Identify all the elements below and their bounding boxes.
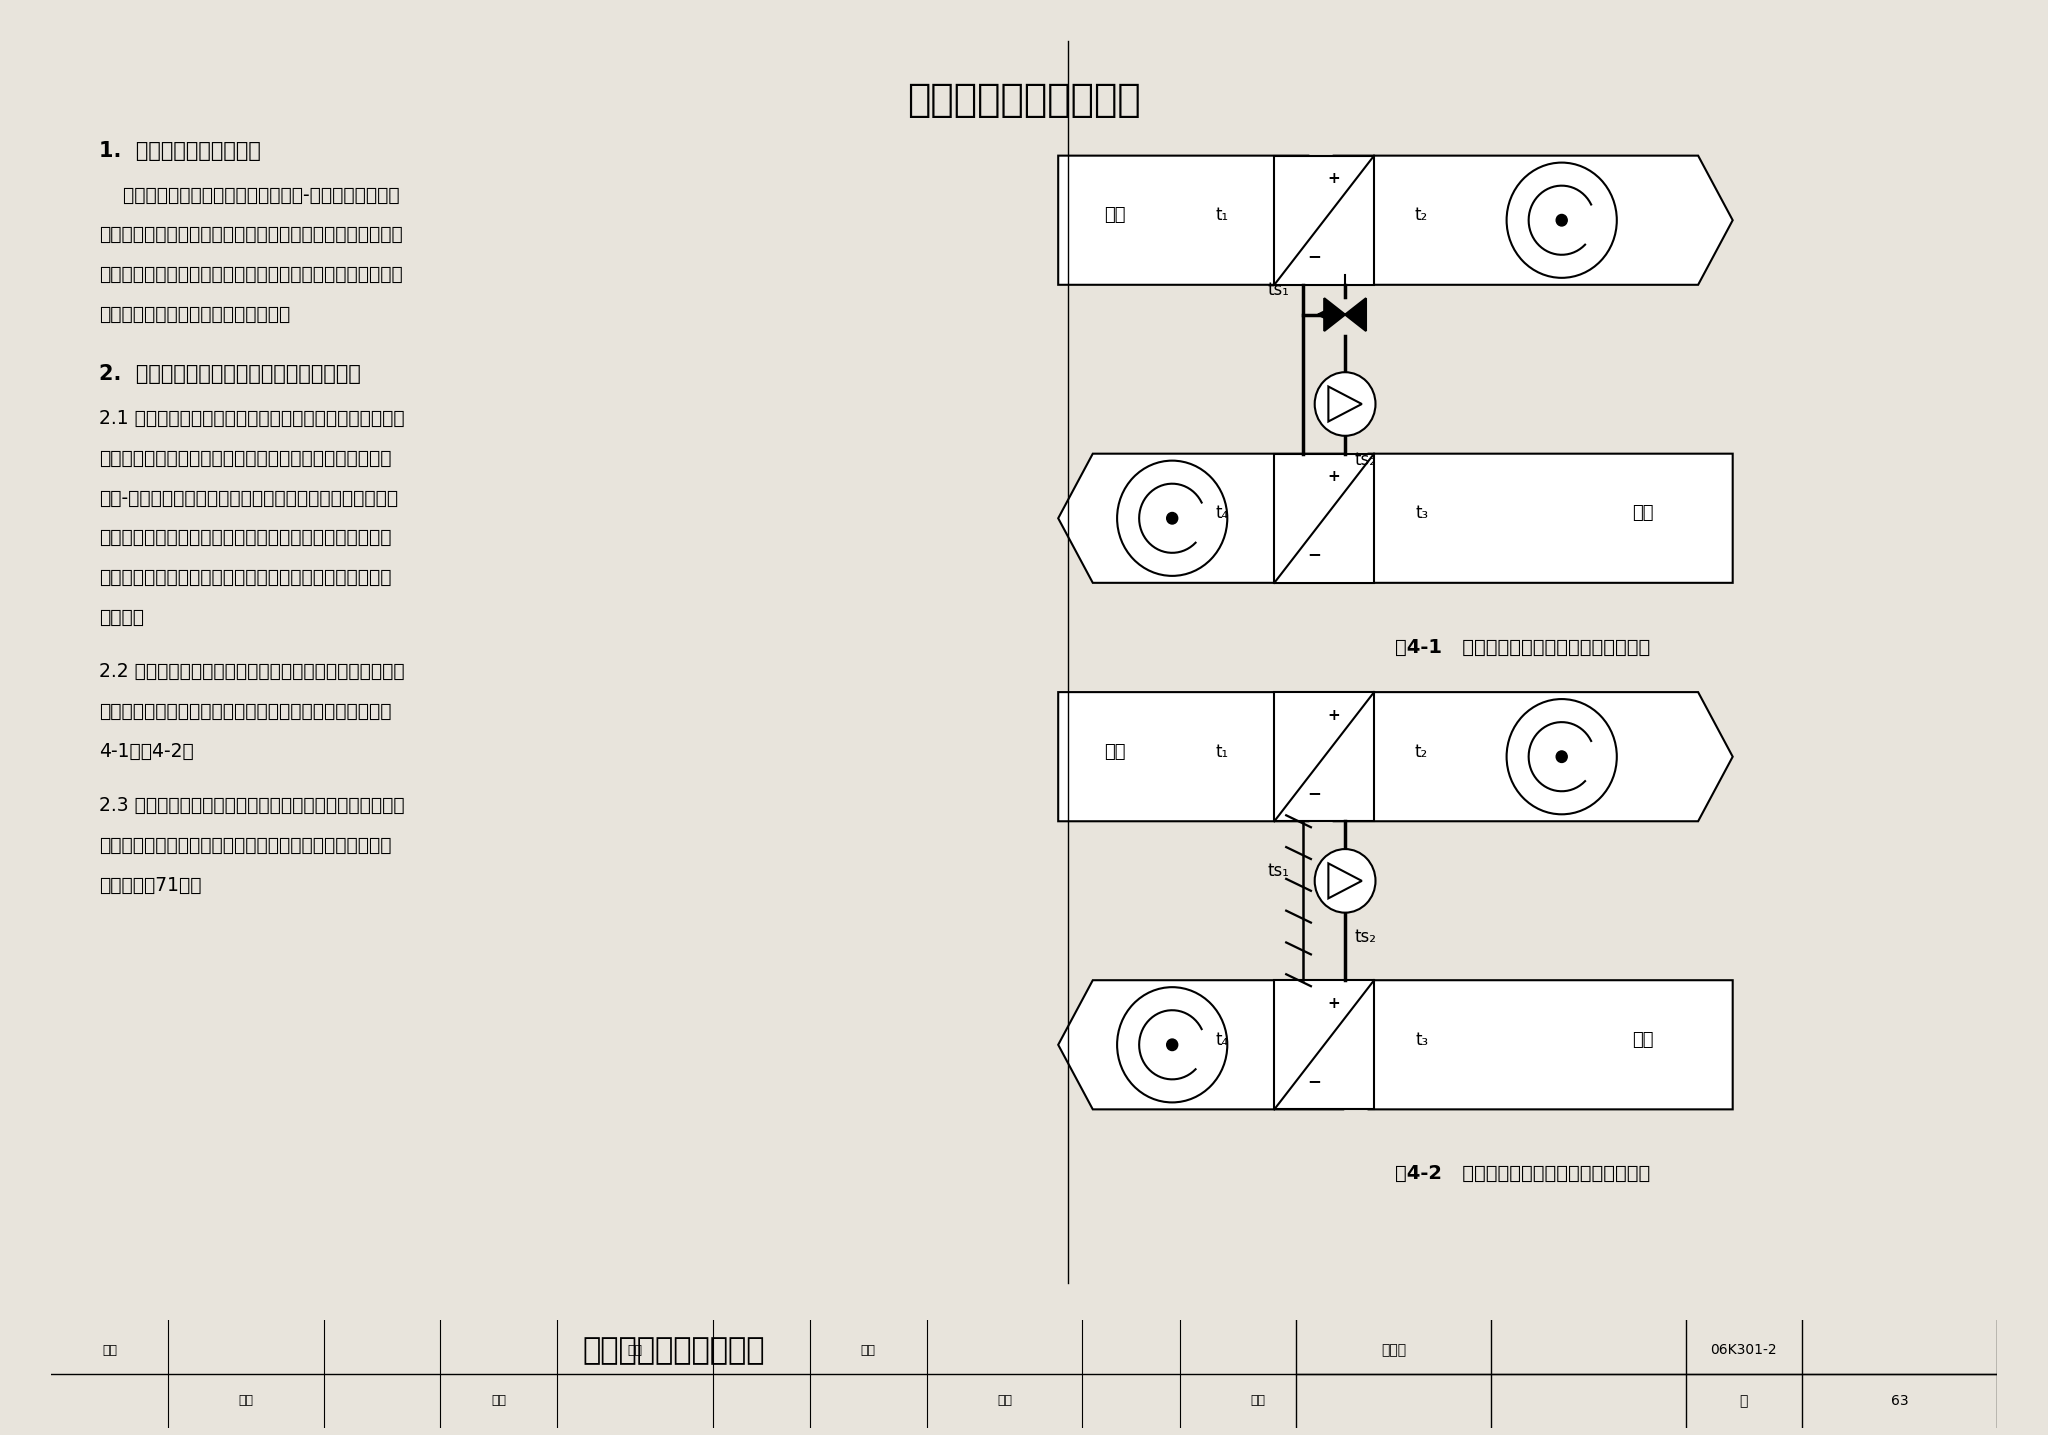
Text: ts₁: ts₁ — [1268, 862, 1288, 880]
Text: 在系统的排风和新风管上分别设置水-空气换热器，通过: 在系统的排风和新风管上分别设置水-空气换热器，通过 — [98, 185, 399, 204]
Text: 醇）。乙二醇水溶液的质量百分比可视当地冬季最低室外温: 醇）。乙二醇水溶液的质量百分比可视当地冬季最低室外温 — [98, 568, 391, 587]
Text: 换热器和密闭式膨胀罐组成。换热器的结构与换热机理与一: 换热器和密闭式膨胀罐组成。换热器的结构与换热机理与一 — [98, 449, 391, 468]
Text: +: + — [1327, 996, 1341, 1010]
Text: −: − — [1307, 1072, 1321, 1091]
Text: 排风: 排风 — [1632, 1030, 1653, 1049]
Bar — [1274, 155, 1374, 284]
Text: t₂: t₂ — [1415, 743, 1427, 761]
Polygon shape — [1346, 298, 1366, 331]
Text: 4-1、图4-2。: 4-1、图4-2。 — [98, 742, 193, 761]
Bar — [1274, 980, 1374, 1109]
Text: 液体循环式热回收说明: 液体循环式热回收说明 — [582, 1336, 766, 1365]
Circle shape — [1167, 512, 1178, 524]
Polygon shape — [1325, 298, 1346, 331]
Text: 校对: 校对 — [492, 1395, 506, 1408]
Circle shape — [1315, 372, 1376, 436]
Text: 上诗: 上诗 — [1249, 1395, 1266, 1408]
Text: +: + — [1327, 171, 1341, 187]
Text: +: + — [1327, 707, 1341, 723]
Circle shape — [1507, 699, 1616, 814]
Text: t₄: t₄ — [1217, 1030, 1229, 1049]
Circle shape — [1167, 1039, 1178, 1050]
Text: 图集号: 图集号 — [1380, 1343, 1407, 1358]
Polygon shape — [1059, 453, 1343, 583]
Text: 一种是带风量调节装置的液体循环式热回收装置，具体见图: 一种是带风量调节装置的液体循环式热回收装置，具体见图 — [98, 702, 391, 720]
Text: −: − — [1307, 247, 1321, 265]
Text: 其装置被称为液体循环式热回收装置。: 其装置被称为液体循环式热回收装置。 — [98, 304, 291, 324]
Text: t₂: t₂ — [1415, 207, 1427, 224]
Text: 一对多、多对一和多对多形式的液体循环式热回收装置，详: 一对多、多对一和多对多形式的液体循环式热回收装置，详 — [98, 837, 391, 855]
Text: 2.  液体循环式热回收装置组成、分类及特点: 2. 液体循环式热回收装置组成、分类及特点 — [98, 364, 360, 385]
Text: 液体循环，将热量传递给新风或排风，从而预热或预冷新风。: 液体循环，将热量传递给新风或排风，从而预热或预冷新风。 — [98, 225, 403, 244]
Text: 见本图集第71页。: 见本图集第71页。 — [98, 875, 201, 895]
Text: 图4-1   带水量调节装置的液体循环式热回收: 图4-1 带水量调节装置的液体循环式热回收 — [1395, 637, 1651, 656]
Text: 新风: 新风 — [1104, 207, 1126, 224]
Text: 王谦: 王谦 — [997, 1395, 1012, 1408]
Circle shape — [1315, 850, 1376, 913]
Circle shape — [1556, 214, 1567, 225]
Text: 周敏: 周敏 — [627, 1343, 643, 1358]
Text: 图4-2   带风量调节装置的液体循环式热回收: 图4-2 带风量调节装置的液体循环式热回收 — [1395, 1164, 1651, 1182]
Text: ts₂: ts₂ — [1354, 927, 1376, 946]
Polygon shape — [1059, 692, 1343, 821]
Text: 液体循环式热回收说明: 液体循环式热回收说明 — [907, 82, 1141, 119]
Text: 2.2 从调节上划分有两种形式，一种是带水量调节装置，另: 2.2 从调节上划分有两种形式，一种是带水量调节装置，另 — [98, 663, 403, 682]
Text: t₁: t₁ — [1217, 743, 1229, 761]
Text: t₄: t₄ — [1217, 504, 1229, 522]
Text: +: + — [1327, 469, 1341, 484]
Text: ts₁: ts₁ — [1268, 281, 1288, 298]
Text: ts₂: ts₂ — [1354, 451, 1376, 469]
Text: −: − — [1307, 545, 1321, 564]
Text: t₁: t₁ — [1217, 207, 1229, 224]
Text: 季伟: 季伟 — [238, 1395, 254, 1408]
Text: t₃: t₃ — [1415, 1030, 1427, 1049]
Polygon shape — [1059, 155, 1343, 284]
Polygon shape — [1333, 692, 1733, 821]
Text: t₃: t₃ — [1415, 504, 1427, 522]
Text: 这种显热热回收称之为液体循环式热回收又称为中间热回收，: 这种显热热回收称之为液体循环式热回收又称为中间热回收， — [98, 265, 403, 284]
Polygon shape — [1333, 453, 1733, 583]
Text: 63: 63 — [1890, 1393, 1909, 1408]
Text: −: − — [1307, 784, 1321, 802]
Polygon shape — [1333, 980, 1733, 1109]
Polygon shape — [1059, 980, 1343, 1109]
Text: 1.  液体循环式热回收原理: 1. 液体循环式热回收原理 — [98, 141, 260, 161]
Text: 排风: 排风 — [1632, 504, 1653, 522]
Text: 般水-空气换热器相同。循环液体通常为水。为了降低水的冰: 般水-空气换热器相同。循环液体通常为水。为了降低水的冰 — [98, 488, 397, 508]
Text: 度而定。: 度而定。 — [98, 607, 143, 627]
Circle shape — [1556, 751, 1567, 762]
Text: 点，一般在水中加入一定比例的乙烯乙二醇溶液（简称乙二: 点，一般在水中加入一定比例的乙烯乙二醇溶液（简称乙二 — [98, 528, 391, 547]
Text: 审核: 审核 — [102, 1343, 117, 1358]
Text: 新风: 新风 — [1104, 743, 1126, 761]
Circle shape — [1116, 987, 1227, 1102]
Text: 页: 页 — [1739, 1393, 1749, 1408]
Circle shape — [1116, 461, 1227, 575]
Text: 2.1 液体循环式热回收装置是由循环泵，排风换热器，新风: 2.1 液体循环式热回收装置是由循环泵，排风换热器，新风 — [98, 409, 403, 428]
Text: 06K301-2: 06K301-2 — [1710, 1343, 1778, 1358]
Text: 2.3 从排风换热器与新风换热器的配套关系可分为一对一、: 2.3 从排风换热器与新风换热器的配套关系可分为一对一、 — [98, 796, 403, 815]
Polygon shape — [1333, 155, 1733, 284]
Text: 设计: 设计 — [860, 1343, 877, 1358]
Bar — [1274, 453, 1374, 583]
Circle shape — [1507, 162, 1616, 278]
Bar — [1274, 692, 1374, 821]
